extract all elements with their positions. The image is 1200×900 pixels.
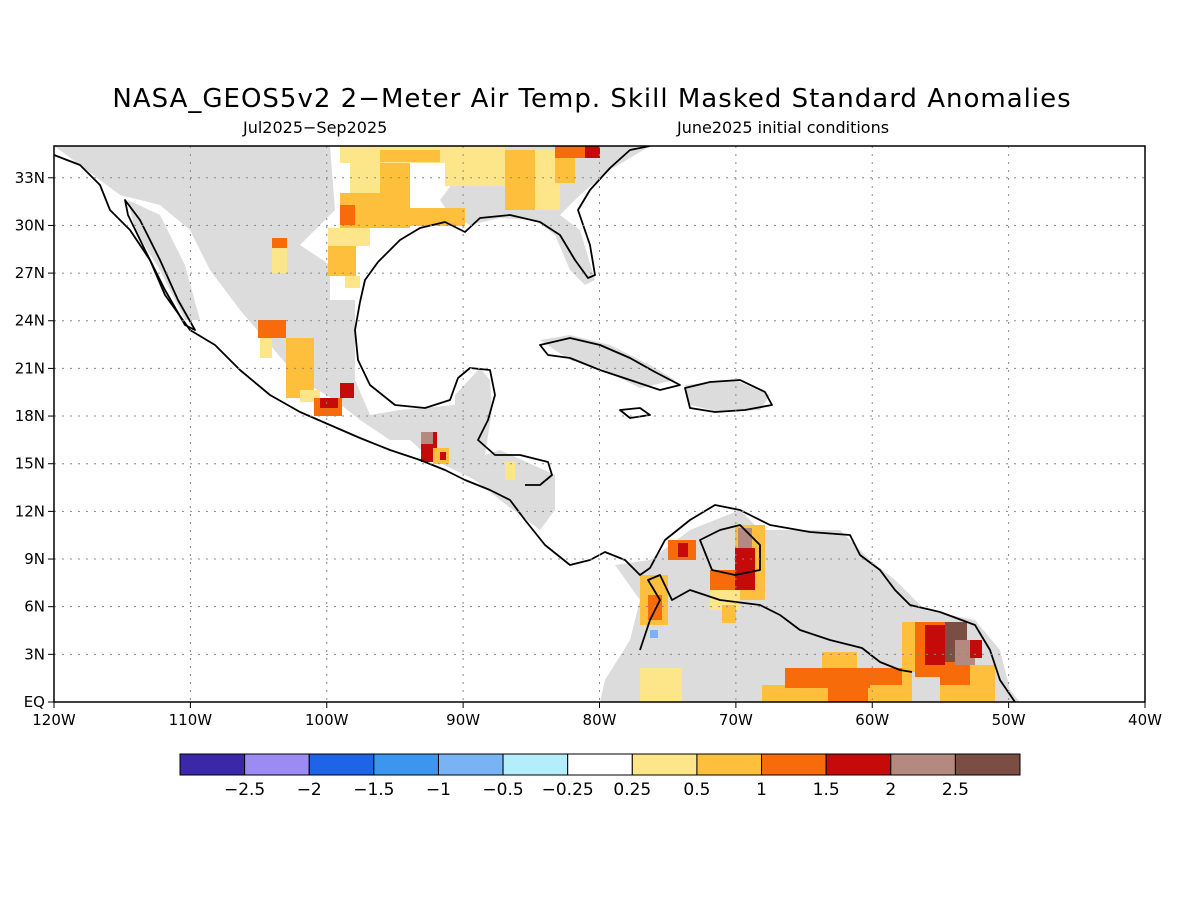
coastlines-and-borders bbox=[54, 146, 1016, 702]
colorbar-swatch bbox=[631, 753, 698, 776]
colorbar-swatch bbox=[954, 753, 1021, 776]
colorbar-label: −0.5 bbox=[482, 780, 523, 800]
colorbar-swatch bbox=[244, 753, 310, 776]
colorbar-label: 0.5 bbox=[683, 780, 710, 800]
lat-tick-label: 9N bbox=[24, 550, 45, 568]
colorbar-label: −1 bbox=[426, 780, 451, 800]
colorbar-label: 0.25 bbox=[613, 780, 651, 800]
lat-tick-label: 12N bbox=[15, 502, 45, 520]
forecast-period: Jul2025−Sep2025 bbox=[243, 118, 388, 137]
colorbar-labels: −2.5 −2 −1.5 −1 −0.5 −0.25 0.25 0.5 1 1.5 2 2.5 bbox=[224, 780, 969, 800]
lat-tick-label: 6N bbox=[24, 598, 45, 616]
lon-tick-label: 60W bbox=[855, 711, 889, 729]
colorbar-swatch bbox=[890, 753, 956, 776]
lon-tick-label: 100W bbox=[305, 711, 349, 729]
colorbar-label: 2 bbox=[885, 780, 896, 800]
anomaly-cells bbox=[258, 146, 995, 702]
colorbar-label: 1.5 bbox=[813, 780, 840, 800]
lon-tick-label: 120W bbox=[32, 711, 76, 729]
initial-conditions: June2025 initial conditions bbox=[677, 118, 890, 137]
map-title: NASA_GEOS5v2 2−Meter Air Temp. Skill Mas… bbox=[112, 84, 1072, 114]
longitude-axis: 120W 110W 100W 90W 80W 70W 60W 50W 40W bbox=[32, 702, 1162, 729]
colorbar-swatch bbox=[373, 753, 439, 776]
lon-tick-label: 50W bbox=[992, 711, 1026, 729]
colorbar-label: 2.5 bbox=[942, 780, 969, 800]
colorbar-swatch bbox=[179, 753, 246, 776]
lat-tick-label: 24N bbox=[15, 312, 45, 330]
lat-tick-label: 15N bbox=[15, 455, 45, 473]
lat-tick-label: 33N bbox=[15, 169, 45, 187]
colorbar-swatch bbox=[761, 753, 827, 776]
lat-tick-label: 30N bbox=[15, 216, 45, 234]
colorbar-label: 1 bbox=[756, 780, 767, 800]
colorbar-swatch bbox=[567, 753, 633, 776]
colorbar-label: −2.5 bbox=[224, 780, 265, 800]
colorbar-label: −0.25 bbox=[542, 780, 594, 800]
lon-tick-label: 80W bbox=[583, 711, 617, 729]
lat-tick-label: EQ bbox=[24, 693, 45, 711]
latitude-axis: EQ 3N 6N 9N 12N 15N 18N 21N 24N 27N 30N 33N bbox=[15, 169, 54, 711]
lat-tick-label: 27N bbox=[15, 264, 45, 282]
colorbar-swatch bbox=[825, 753, 892, 776]
lat-tick-label: 21N bbox=[15, 359, 45, 377]
colorbar-swatch bbox=[437, 753, 504, 776]
colorbar-label: −2 bbox=[297, 780, 322, 800]
gridlines bbox=[54, 146, 1145, 702]
colorbar-swatch bbox=[696, 753, 763, 776]
colorbar bbox=[179, 753, 1021, 776]
colorbar-swatch bbox=[502, 753, 569, 776]
lat-tick-label: 18N bbox=[15, 407, 45, 425]
lon-tick-label: 40W bbox=[1128, 711, 1162, 729]
lon-tick-label: 90W bbox=[446, 711, 480, 729]
lon-tick-label: 110W bbox=[169, 711, 213, 729]
colorbar-label: −1.5 bbox=[353, 780, 394, 800]
lon-tick-label: 70W bbox=[719, 711, 753, 729]
lat-tick-label: 3N bbox=[24, 645, 45, 663]
masked-land-areas bbox=[54, 146, 1020, 702]
colorbar-swatch bbox=[308, 753, 375, 776]
